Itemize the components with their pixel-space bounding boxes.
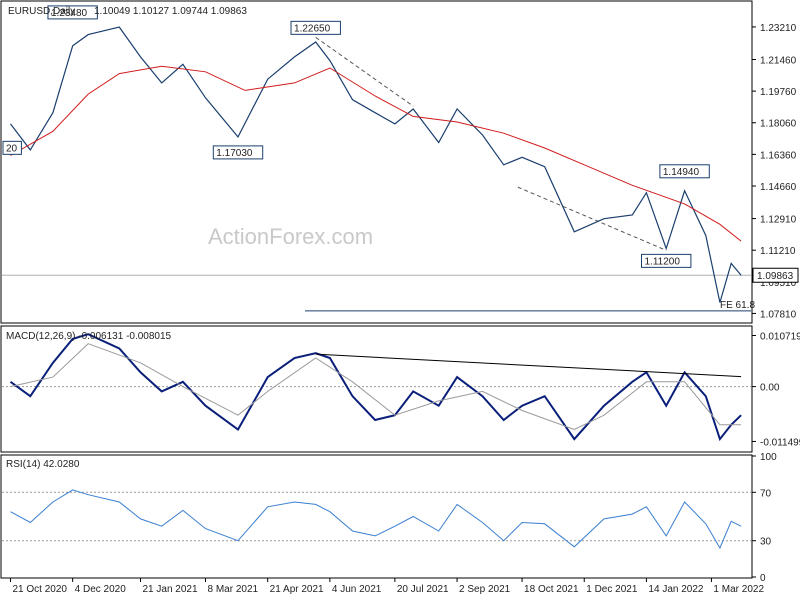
fe-level-label: FE 61.8 [720,300,755,311]
price-panel-frame [0,0,753,324]
moving-average-line [10,65,742,242]
rsi-tick-label: 0 [760,573,766,584]
annotation-label: 1.14940 [663,167,700,178]
x-tick-label: 4 Dec 2020 [75,584,127,595]
watermark: ActionForex.com [208,224,373,249]
macd-tick-label: -0.011499 [760,437,800,448]
rsi-marks [2,489,751,550]
price-ohlc: 1.10049 1.10127 1.09744 1.09863 [94,6,247,17]
rsi-tick-label: 70 [760,488,772,499]
annotation-label: 1.22650 [294,23,331,34]
price-tick-label: 1.23210 [760,23,797,34]
x-tick-label: 21 Oct 2020 [12,584,67,595]
trendline [315,36,414,107]
rsi-panel-frame [0,454,753,579]
price-tick-label: 1.07810 [760,309,797,320]
annotation-box [212,145,264,160]
x-tick-label: 21 Apr 2021 [270,584,324,595]
annotation-box [659,164,710,179]
x-tick-label: 4 Jun 2021 [332,584,382,595]
price-line [10,26,742,303]
macd-tick-label: 0.00 [760,383,780,394]
annotation-box [2,140,22,155]
annotation-label: 1.23480 [51,8,88,19]
x-tick-label: 2 Sep 2021 [459,584,511,595]
rsi-title: RSI(14) 42.0280 [6,459,80,470]
x-tick-label: 20 Jul 2021 [397,584,449,595]
price-tick-label: 1.14660 [760,182,797,193]
price-tick-label: 1.19760 [760,87,797,98]
price-tick-label: 1.09510 [760,278,797,289]
annotation-box [641,253,692,268]
macd-title: MACD(12,26,9) -0.006131 -0.008015 [6,331,172,342]
rsi-tick-label: 30 [760,537,772,548]
annotation-box [47,5,98,20]
price-tick-label: 1.11210 [760,246,796,257]
y-axis: 1.23210 1.21460 1.19760 1.18060 1.16360 1.146… [752,23,800,584]
price-tick-label: 1.16360 [760,150,797,161]
x-tick-label: 1 Dec 2021 [586,584,638,595]
last-price-box [752,267,799,283]
rsi-tick-label: 100 [760,452,777,463]
macd-panel-frame [0,325,753,453]
x-tick-label: 18 Oct 2021 [524,584,579,595]
macd-trendline [315,353,742,378]
x-axis: 21 Oct 2020 4 Dec 2020 21 Jan 2021 8 Mar 20… [1,577,764,595]
macd-signal-line [10,343,742,431]
annotation-box [290,20,341,35]
trendline [517,186,667,251]
price-tick-label: 1.12910 [760,215,797,226]
x-tick-label: 1 Mar 2022 [713,584,764,595]
price-tick-label: 1.21460 [760,55,797,66]
x-tick-label: 21 Jan 2021 [142,584,197,595]
x-tick-label: 14 Jan 2022 [648,584,703,595]
x-tick-label: 8 Mar 2021 [208,584,259,595]
annotation-label: 1.11200 [645,256,681,267]
annotation-label: 1.17030 [216,148,253,159]
price-marks: FE 61.8 1.23480 1.22650 1.17030 1.14940 1.112… [2,5,755,312]
last-price-label: 1.09863 [757,271,794,282]
price-tick-label: 1.18060 [760,119,797,130]
macd-marks [2,333,751,442]
annotation-label: 20 [6,143,18,154]
macd-tick-label: 0.010719 [760,331,800,342]
rsi-line [10,489,742,550]
price-title: EURUSD,Daily [8,6,75,17]
